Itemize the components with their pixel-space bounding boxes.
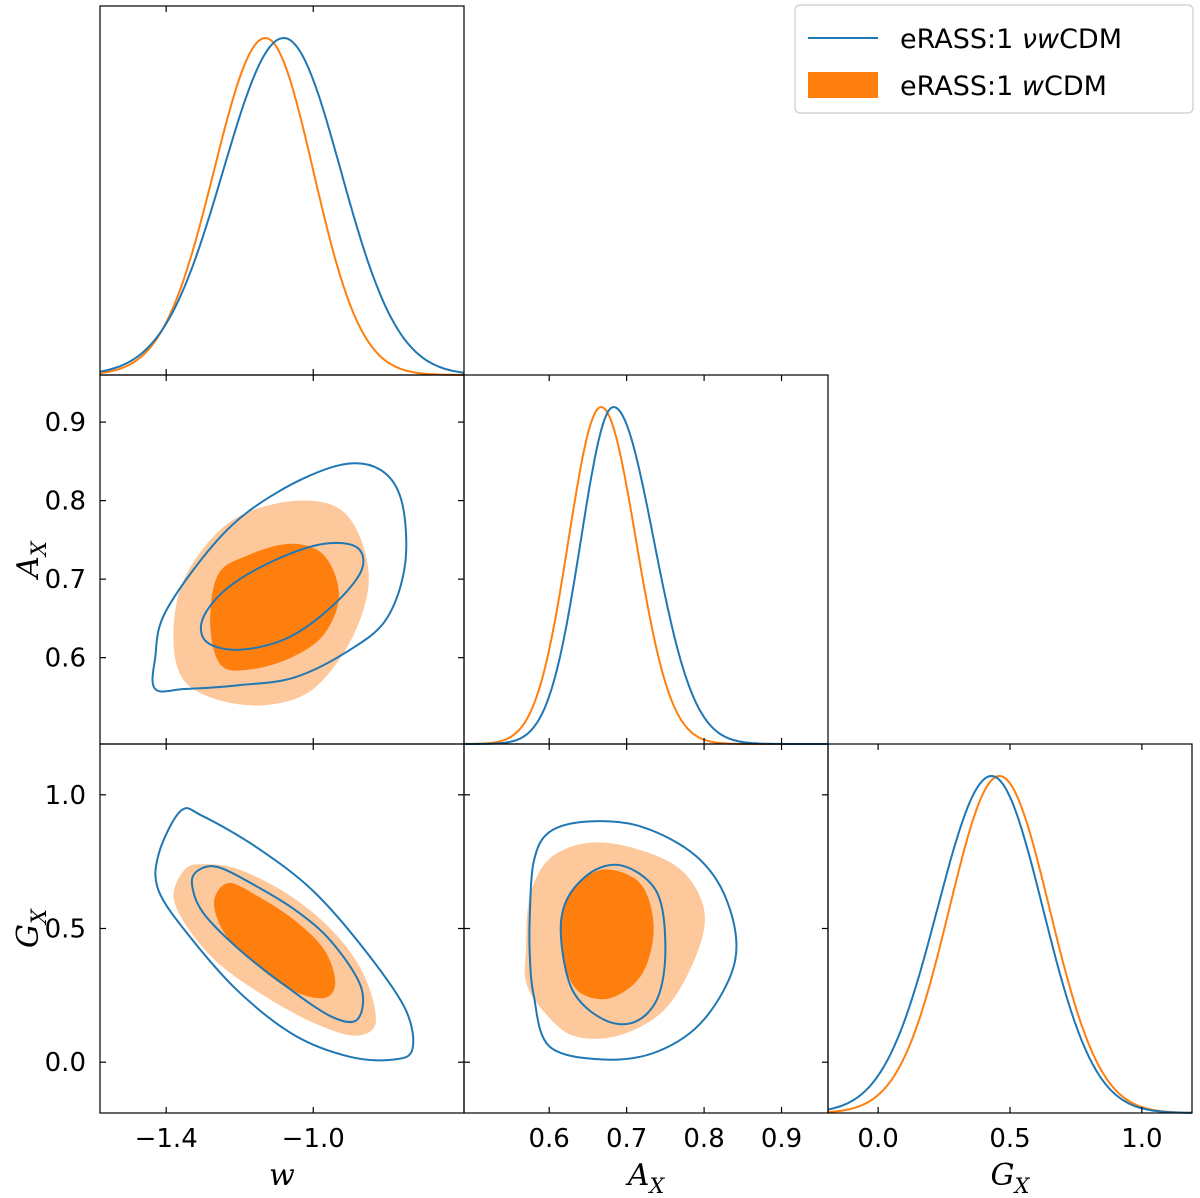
contour-panel-A_X_vs_w [151,462,408,706]
contour-line-nuwcdm-outer-G_X_vs_A_X [528,820,738,1061]
x-tick-label-w: −1.0 [282,1124,345,1154]
contour-line-nuwcdm-inner-G_X_vs_w [190,865,365,1024]
y-tick-label-A_X: 0.7 [45,565,86,595]
contour-panel-G_X_vs_A_X [524,820,738,1061]
contour-fill-wcdm-inner-G_X_vs_A_X [560,869,654,1000]
x-tick-label-A_X: 0.9 [761,1124,802,1154]
x-axis-title-w: w [269,1158,295,1193]
marginal-panel-G_X [827,774,1192,1114]
panel-frame [99,5,465,376]
y-tick-label-A_X: 0.9 [45,408,86,438]
y-axis-title-A_X: AX [11,540,51,581]
legend: eRASS:1 νwCDM eRASS:1 wCDM [794,4,1194,114]
marginal-curve-nuwcdm-w [99,36,465,374]
legend-label-wcdm: eRASS:1 wCDM [900,71,1107,102]
axis-labels: −1.4 −1.0 0.6 0.7 0.8 0.9 0.0 0.5 1.0 0.6 0.7 0.8 0.… [11,408,1163,1198]
x-tick-label-G_X: 0.0 [857,1124,898,1154]
marginal-curve-wcdm-A_X [463,405,828,745]
x-tick-label-G_X: 0.5 [989,1124,1030,1154]
x-tick-label-A_X: 0.6 [529,1124,570,1154]
y-axis-title-G_X: GX [11,908,51,948]
contour-fill-wcdm-inner-A_X_vs_w [210,543,339,671]
marginal-curve-nuwcdm-G_X [827,774,1192,1114]
contour-fill-wcdm-inner-G_X_vs_w [213,882,336,999]
panels [99,5,1193,1114]
marginal-panel-A_X [463,405,828,745]
y-tick-label-A_X: 0.8 [45,487,86,517]
x-axis-title-A_X: AX [625,1158,666,1198]
legend-swatch-filled [808,72,878,98]
y-tick-label-G_X: 0.5 [45,915,86,945]
marginal-curve-wcdm-w [99,36,464,376]
legend-label-nuwcdm: eRASS:1 νwCDM [900,24,1122,55]
contour-line-nuwcdm-inner-A_X_vs_w [199,541,365,651]
contour-line-nuwcdm-inner-G_X_vs_A_X [559,863,667,1026]
x-tick-label-A_X: 0.8 [683,1124,724,1154]
panel-frame [463,374,829,745]
contour-panel-G_X_vs_w [154,807,415,1062]
contour-line-nuwcdm-outer-A_X_vs_w [151,462,408,693]
x-axis-title-G_X: GX [991,1158,1031,1198]
legend-box [794,4,1194,114]
y-tick-label-G_X: 0.0 [45,1048,86,1078]
marginal-curve-wcdm-G_X [827,774,1192,1114]
contour-line-nuwcdm-outer-G_X_vs_w [154,807,415,1062]
y-tick-label-A_X: 0.6 [45,644,86,674]
x-tick-label-G_X: 1.0 [1121,1124,1162,1154]
marginal-curve-nuwcdm-A_X [464,406,828,745]
marginal-panel-w [99,36,465,376]
x-tick-label-w: −1.4 [135,1124,198,1154]
y-tick-label-G_X: 1.0 [45,781,86,811]
x-tick-label-A_X: 0.7 [606,1124,647,1154]
